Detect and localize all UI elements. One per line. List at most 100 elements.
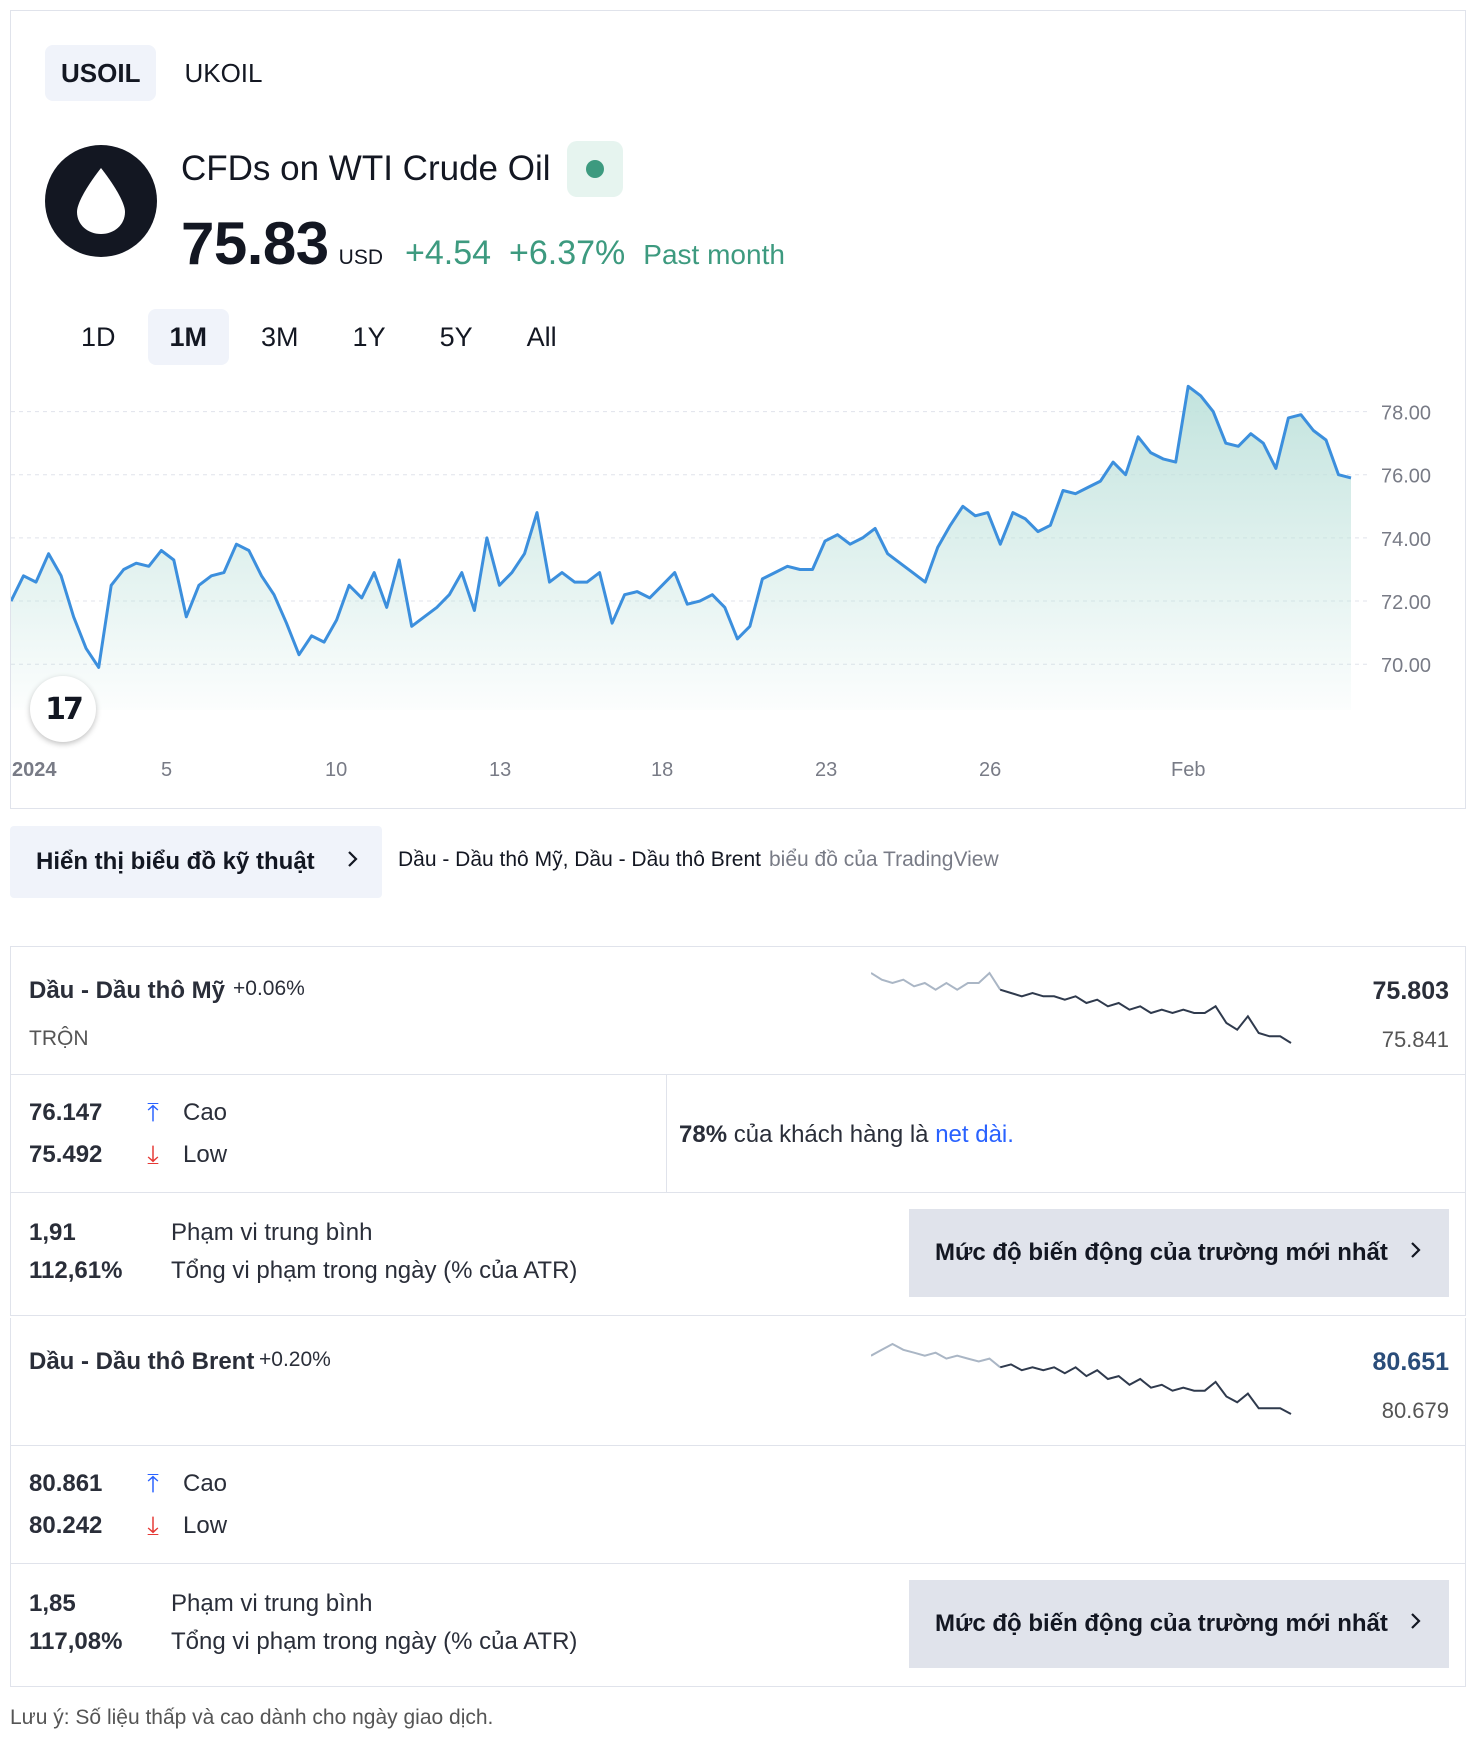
market-price-secondary: 75.841 bbox=[1381, 1027, 1449, 1052]
x-tick-label: 26 bbox=[979, 759, 1001, 781]
sentiment-text: của khách hàng là bbox=[733, 1121, 929, 1148]
avg-range-line: 1,85 Phạm vi trung bình bbox=[29, 1590, 372, 1618]
low-line: 75.492 ⤓ Low bbox=[29, 1139, 227, 1171]
volatility-button-label: Mức độ biến động của trường mới nhất bbox=[935, 1239, 1388, 1266]
x-tick-label: 13 bbox=[489, 759, 511, 781]
oil-drop-icon bbox=[45, 145, 157, 257]
chart-attribution: Dầu - Dầu thô Mỹ, Dầu - Dầu thô Brent biể… bbox=[398, 848, 999, 872]
currency: USD bbox=[338, 246, 383, 269]
atr-value: 112,61% bbox=[29, 1257, 123, 1284]
high-line: 76.147 ⤒ Cao bbox=[29, 1097, 227, 1129]
sentiment-percent: 78% bbox=[679, 1121, 728, 1148]
market-change: +0.06% bbox=[233, 977, 305, 1000]
atr-line: 112,61% Tổng vi phạm trong ngày (% của A… bbox=[29, 1257, 577, 1285]
avg-range-label: Phạm vi trung bình bbox=[171, 1219, 373, 1246]
volatility-row: 1,91 Phạm vi trung bình 112,61% Tổng vi … bbox=[11, 1193, 1465, 1315]
high-line: 80.861 ⤒ Cao bbox=[29, 1468, 227, 1500]
price-line bbox=[11, 384, 1352, 669]
client-sentiment: 78% của khách hàng là net dài. bbox=[679, 1121, 1014, 1149]
high-low-block: 76.147 ⤒ Cao 75.492 ⤓ Low bbox=[11, 1075, 667, 1193]
price-change: +4.54 bbox=[405, 234, 492, 272]
price-change-percent: +6.37% bbox=[509, 234, 626, 272]
range-tab-5y[interactable]: 5Y bbox=[439, 322, 473, 352]
y-tick-label: 70.00 bbox=[1381, 655, 1431, 677]
arrow-down-icon: ⤓ bbox=[147, 1139, 159, 1169]
tab-usoil[interactable]: USOIL bbox=[45, 45, 157, 101]
chevron-right-icon bbox=[1409, 1610, 1423, 1638]
last-price: 75.83 bbox=[181, 210, 329, 277]
volatility-row: 1,85 Phạm vi trung bình 117,08% Tổng vi … bbox=[11, 1564, 1465, 1686]
avg-range-label: Phạm vi trung bình bbox=[171, 1590, 373, 1617]
attribution-symbols[interactable]: Dầu - Dầu thô Mỹ, Dầu - Dầu thô Brent bbox=[398, 848, 761, 871]
change-period: Past month bbox=[643, 239, 785, 270]
tab-ukoil[interactable]: UKOIL bbox=[184, 58, 263, 88]
high-low-row: 80.861 ⤒ Cao 80.242 ⤓ Low bbox=[11, 1446, 1465, 1564]
high-value: 76.147 bbox=[29, 1099, 103, 1126]
sparkline-chart bbox=[871, 1342, 1292, 1415]
avg-range-line: 1,91 Phạm vi trung bình bbox=[29, 1219, 372, 1247]
atr-label: Tổng vi phạm trong ngày (% của ATR) bbox=[171, 1257, 578, 1284]
symbol-tabs: USOIL UKOIL bbox=[45, 45, 278, 101]
atr-value: 117,08% bbox=[29, 1628, 123, 1655]
footnote: Lưu ý: Số liệu thấp và cao dành cho ngày… bbox=[10, 1706, 494, 1729]
arrow-up-icon: ⤒ bbox=[147, 1468, 159, 1498]
instrument-title: CFDs on WTI Crude Oil bbox=[181, 149, 551, 188]
technical-chart-label: Hiển thị biểu đồ kỹ thuật bbox=[36, 848, 315, 875]
volatility-button[interactable]: Mức độ biến động của trường mới nhất bbox=[909, 1209, 1449, 1297]
atr-line: 117,08% Tổng vi phạm trong ngày (% của A… bbox=[29, 1628, 577, 1656]
range-tab-all[interactable]: All bbox=[526, 322, 557, 352]
avg-range-value: 1,91 bbox=[29, 1219, 76, 1246]
range-tab-3m[interactable]: 3M bbox=[261, 322, 299, 352]
x-tick-label: 18 bbox=[651, 759, 673, 781]
x-tick-label: 5 bbox=[161, 759, 172, 781]
show-technical-chart-button[interactable]: Hiển thị biểu đồ kỹ thuật bbox=[10, 826, 382, 898]
tradingview-link[interactable]: biểu đồ của TradingView bbox=[769, 848, 999, 871]
price-chart[interactable]: 78.00 76.00 74.00 72.00 70.00 2024 5 10 13 18 23 2… bbox=[11, 380, 1465, 785]
price-area bbox=[11, 386, 1351, 710]
arrow-down-icon: ⤓ bbox=[147, 1510, 159, 1540]
high-label: Cao bbox=[183, 1470, 228, 1497]
high-value: 80.861 bbox=[29, 1470, 103, 1497]
market-price: 75.803 bbox=[1372, 977, 1449, 1005]
market-price: 80.651 bbox=[1372, 1348, 1449, 1376]
market-status-badge bbox=[566, 141, 623, 197]
low-line: 80.242 ⤓ Low bbox=[29, 1510, 227, 1542]
x-tick-label: Feb bbox=[1171, 759, 1205, 781]
atr-label: Tổng vi phạm trong ngày (% của ATR) bbox=[171, 1628, 578, 1655]
x-tick-label: 2024 bbox=[12, 759, 57, 781]
sparkline-history bbox=[871, 1342, 1001, 1369]
chevron-right-icon bbox=[346, 848, 360, 876]
sparkline-recent bbox=[999, 988, 1292, 1044]
y-tick-label: 74.00 bbox=[1381, 529, 1431, 551]
high-label: Cao bbox=[183, 1099, 228, 1126]
arrow-up-icon: ⤒ bbox=[147, 1097, 159, 1127]
status-dot-icon bbox=[585, 160, 604, 178]
x-tick-label: 23 bbox=[815, 759, 837, 781]
avg-range-value: 1,85 bbox=[29, 1590, 76, 1617]
range-tab-1d[interactable]: 1D bbox=[81, 322, 116, 352]
volatility-button-label: Mức độ biến động của trường mới nhất bbox=[935, 1610, 1388, 1637]
sentiment-link[interactable]: net dài. bbox=[935, 1121, 1014, 1148]
range-tab-1m[interactable]: 1M bbox=[147, 309, 230, 365]
market-card-us-crude: Dầu - Dầu thô Mỹ +0.06% TRỘN 75.803 75.8… bbox=[10, 946, 1466, 1316]
market-type: TRỘN bbox=[29, 1027, 89, 1050]
volatility-button[interactable]: Mức độ biến động của trường mới nhất bbox=[909, 1580, 1449, 1668]
market-price-secondary: 80.679 bbox=[1381, 1398, 1449, 1423]
market-name[interactable]: Dầu - Dầu thô Brent bbox=[29, 1348, 255, 1375]
high-low-row: 76.147 ⤒ Cao 75.492 ⤓ Low 78% của khách … bbox=[11, 1075, 1465, 1193]
market-header: Dầu - Dầu thô Mỹ +0.06% TRỘN 75.803 75.8… bbox=[11, 947, 1465, 1075]
tradingview-logo-icon[interactable]: 17 bbox=[30, 676, 96, 742]
range-tabs: 1D 1M 3M 1Y 5Y All bbox=[59, 309, 579, 365]
sparkline-chart bbox=[871, 971, 1292, 1044]
low-label: Low bbox=[183, 1141, 228, 1168]
market-header: Dầu - Dầu thô Brent +0.20% 80.651 80.679 bbox=[11, 1318, 1465, 1446]
sparkline-recent bbox=[999, 1363, 1292, 1415]
low-label: Low bbox=[183, 1512, 228, 1539]
low-value: 80.242 bbox=[29, 1512, 103, 1539]
sparkline-history bbox=[871, 971, 1002, 991]
x-tick-label: 10 bbox=[325, 759, 347, 781]
market-card-brent: Dầu - Dầu thô Brent +0.20% 80.651 80.679… bbox=[10, 1318, 1466, 1687]
range-tab-1y[interactable]: 1Y bbox=[352, 322, 386, 352]
y-tick-label: 78.00 bbox=[1381, 403, 1431, 425]
market-name[interactable]: Dầu - Dầu thô Mỹ bbox=[29, 977, 225, 1004]
